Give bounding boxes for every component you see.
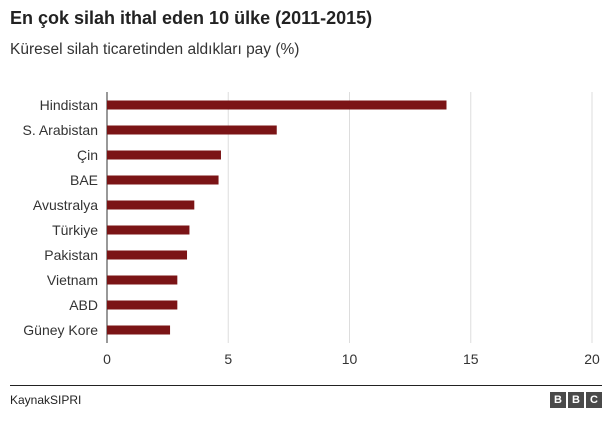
category-label-1: S. Arabistan	[23, 122, 99, 138]
source-label: KaynakSIPRI	[10, 393, 82, 407]
chart-title: En çok silah ithal eden 10 ülke (2011-20…	[10, 8, 373, 28]
bar-chart: 0 5 10 15 20 Hindistan S. Arabistan Çin BAE Avust…	[23, 92, 600, 367]
bar-7	[107, 275, 178, 285]
bbc-logo: B B C	[550, 392, 602, 408]
bar-6	[107, 250, 188, 260]
category-label-0: Hindistan	[40, 97, 98, 113]
logo-block-b2: B	[568, 392, 584, 408]
category-label-4: Avustralya	[33, 197, 98, 213]
x-tick-label-15: 15	[463, 351, 479, 367]
bar-3	[107, 175, 219, 185]
x-tick-label-20: 20	[584, 351, 600, 367]
category-label-8: ABD	[69, 297, 98, 313]
category-label-9: Güney Kore	[23, 322, 98, 338]
category-label-7: Vietnam	[47, 272, 98, 288]
bar-8	[107, 300, 178, 310]
bar-4	[107, 200, 195, 210]
category-label-2: Çin	[77, 147, 98, 163]
footer-divider	[10, 385, 602, 386]
category-label-6: Pakistan	[44, 247, 98, 263]
logo-block-c: C	[586, 392, 602, 408]
logo-block-b1: B	[550, 392, 566, 408]
category-label-5: Türkiye	[52, 222, 98, 238]
bar-5	[107, 225, 190, 235]
chart-subtitle: Küresel silah ticaretinden aldıkları pay…	[10, 41, 300, 58]
bar-0	[107, 100, 447, 110]
bar-2	[107, 150, 221, 160]
x-tick-label-0: 0	[103, 351, 111, 367]
x-tick-label-5: 5	[224, 351, 232, 367]
x-tick-label-10: 10	[342, 351, 358, 367]
category-label-3: BAE	[70, 172, 98, 188]
bar-1	[107, 125, 277, 135]
bar-9	[107, 325, 171, 335]
